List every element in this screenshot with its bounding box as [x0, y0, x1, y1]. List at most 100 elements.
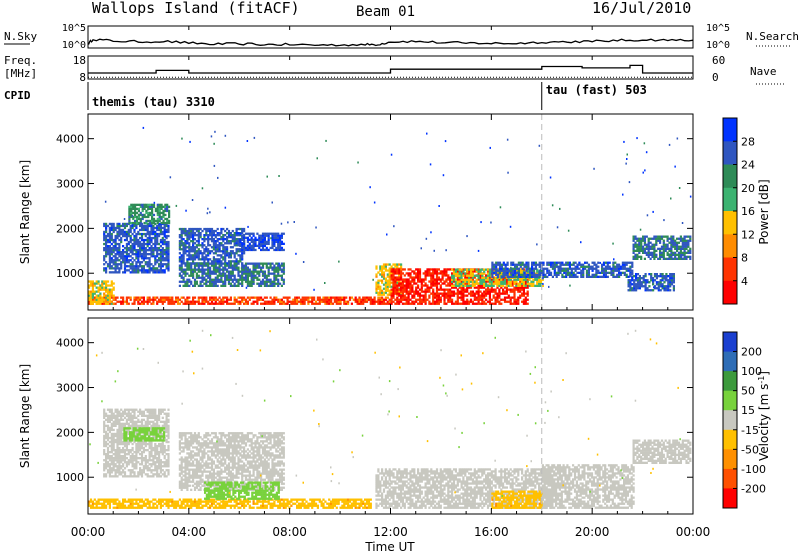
power-echo-cell	[314, 302, 318, 305]
power-echo-cell	[644, 275, 647, 278]
power-echo-cell	[218, 278, 221, 281]
power-echo-cell	[241, 272, 244, 275]
power-echo-cell	[468, 292, 471, 295]
power-echo-cell	[663, 285, 666, 288]
power-echo-cell	[103, 236, 106, 240]
power-echo-cell	[337, 296, 340, 299]
power-echo-cell	[375, 275, 378, 278]
power-echo-cell	[154, 240, 157, 244]
power-echo-cell	[640, 241, 643, 244]
power-echo-cell	[265, 278, 268, 281]
power-echo-cell	[505, 292, 508, 295]
power-echo-cell	[622, 193, 624, 196]
power-echo-cell	[477, 294, 480, 297]
power-echo-cell	[218, 234, 221, 237]
power-echo-cell	[207, 268, 210, 271]
power-echo-cell	[159, 271, 162, 274]
power-echo-cell	[451, 272, 454, 275]
power-echo-cell	[178, 234, 181, 237]
power-echo-cell	[580, 275, 583, 278]
power-echo-cell	[105, 255, 108, 258]
power-echo-cell	[243, 278, 246, 281]
power-echo-cell	[437, 282, 440, 285]
power-echo-cell	[263, 244, 266, 247]
power-echo-cell	[394, 272, 397, 275]
power-echo-cell	[263, 300, 266, 303]
power-echo-cell	[633, 285, 636, 288]
power-echo-cell	[103, 259, 106, 262]
power-echo-cell	[505, 300, 508, 303]
power-echo-cell	[681, 251, 684, 254]
power-echo-cell	[653, 251, 656, 254]
power-echo-cell	[486, 280, 490, 283]
power-echo-cell	[158, 263, 161, 266]
power-echo-cell	[468, 268, 471, 271]
power-echo-cell	[645, 151, 648, 154]
power-echo-cell	[655, 255, 658, 258]
power-echo-cell	[325, 139, 327, 142]
power-echo-cell	[477, 302, 480, 305]
power-echo-cell	[519, 284, 522, 287]
power-echo-cell	[261, 278, 265, 281]
power-echo-cell	[384, 281, 387, 284]
power-echo-cell	[165, 242, 168, 246]
power-echo-cell	[152, 205, 156, 208]
power-echo-cell	[595, 275, 598, 278]
power-echo-cell	[506, 269, 509, 272]
power-echo-cell	[176, 300, 180, 303]
power-echo-cell	[112, 249, 115, 252]
power-echo-cell	[103, 288, 106, 291]
power-echo-cell	[464, 282, 467, 285]
power-echo-cell	[379, 267, 382, 270]
power-echo-cell	[324, 300, 327, 303]
power-echo-cell	[159, 240, 162, 244]
power-echo-cell	[241, 258, 244, 261]
power-echo-cell	[299, 300, 302, 303]
power-echo-cell	[674, 257, 677, 260]
power-echo-cell	[182, 270, 185, 273]
power-echo-cell	[193, 262, 197, 265]
power-echo-cell	[218, 262, 221, 265]
power-echo-cell	[150, 263, 153, 266]
power-echo-cell	[471, 294, 474, 297]
power-echo-cell	[273, 242, 276, 245]
power-echo-cell	[254, 300, 257, 303]
power-echo-cell	[131, 238, 134, 242]
power-echo-cell	[553, 269, 556, 272]
power-echo-cell	[449, 282, 452, 285]
power-echo-cell	[428, 272, 431, 275]
power-echo-cell	[517, 296, 520, 299]
power-echo-cell	[199, 232, 202, 235]
power-echo-cell	[407, 292, 410, 295]
power-echo-cell	[519, 282, 522, 285]
power-echo-cell	[91, 282, 94, 285]
power-echo-cell	[199, 234, 202, 237]
power-echo-cell	[411, 296, 414, 299]
power-echo-cell	[144, 247, 147, 250]
power-echo-cell	[483, 294, 486, 297]
power-echo-cell	[161, 236, 164, 240]
power-echo-cell	[413, 276, 416, 279]
power-echo-cell	[199, 276, 202, 279]
power-echo-cell	[643, 257, 646, 260]
power-echo-cell	[447, 294, 450, 297]
power-echo-cell	[585, 265, 589, 268]
power-echo-cell	[452, 274, 456, 277]
power-echo-cell	[220, 284, 223, 287]
power-echo-cell	[343, 300, 346, 303]
power-echo-cell	[152, 249, 155, 252]
power-echo-cell	[106, 298, 110, 301]
power-echo-cell	[241, 270, 244, 273]
power-echo-cell	[156, 219, 159, 223]
power-echo-cell	[193, 252, 197, 255]
power-echo-cell	[154, 247, 157, 250]
power-echo-cell	[149, 211, 152, 215]
power-echo-cell	[163, 226, 166, 230]
power-echo-cell	[677, 247, 681, 250]
power-echo-cell	[502, 298, 505, 301]
power-echo-cell	[464, 268, 467, 271]
power-echo-cell	[178, 240, 181, 243]
power-echo-cell	[653, 255, 656, 258]
power-echo-cell	[161, 226, 164, 230]
power-echo-cell	[519, 263, 522, 266]
